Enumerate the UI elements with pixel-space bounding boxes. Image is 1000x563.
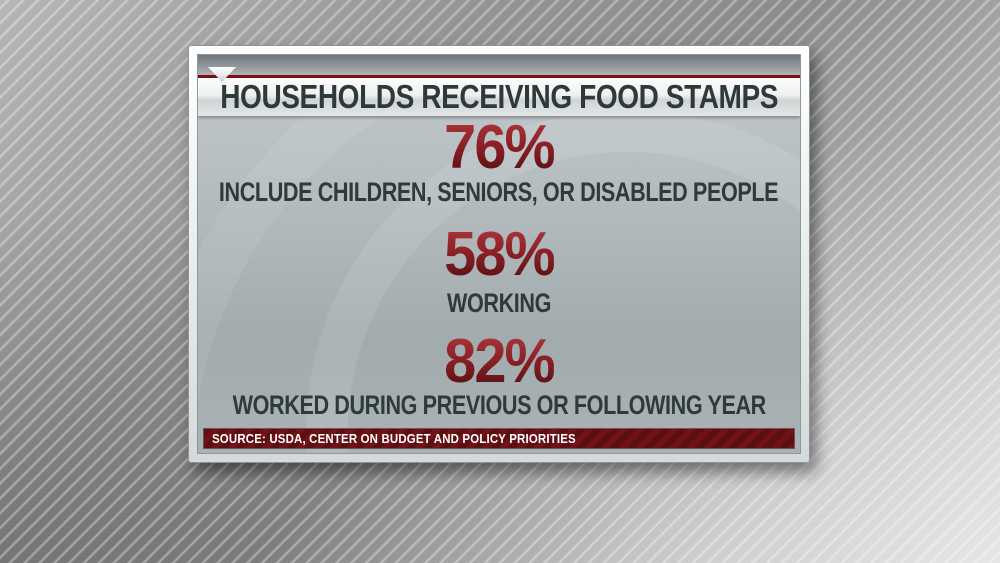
header-top-band <box>198 55 800 75</box>
stat-label-text: WORKING <box>446 288 551 318</box>
stat-label-text: INCLUDE CHILDREN, SENIORS, OR DISABLED P… <box>219 177 779 207</box>
stat-value: 76% <box>440 113 558 182</box>
stat-value: 58% <box>440 220 558 289</box>
infographic-panel: HOUSEHOLDS RECEIVING FOOD STAMPS 76% INC… <box>188 45 810 463</box>
stats-list: 76% INCLUDE CHILDREN, SENIORS, OR DISABL… <box>198 116 800 419</box>
title-band: HOUSEHOLDS RECEIVING FOOD STAMPS <box>198 78 800 116</box>
panel-body: HOUSEHOLDS RECEIVING FOOD STAMPS 76% INC… <box>197 54 801 454</box>
stat-value-text: 82% <box>444 327 556 396</box>
stat-label: WORKING <box>434 290 564 317</box>
source-attribution: SOURCE: USDA, CENTER ON BUDGET AND POLIC… <box>212 431 576 446</box>
stat-label-text: WORKED DURING PREVIOUS OR FOLLOWING YEAR <box>232 390 766 420</box>
header-red-line <box>198 75 800 78</box>
stat-value-text: 58% <box>444 220 556 289</box>
stat-value-text: 76% <box>444 113 556 182</box>
panel-header: HOUSEHOLDS RECEIVING FOOD STAMPS <box>198 55 800 116</box>
source-bar: SOURCE: USDA, CENTER ON BUDGET AND POLIC… <box>204 429 794 448</box>
page-title: HOUSEHOLDS RECEIVING FOOD STAMPS <box>220 78 778 115</box>
stat-value: 82% <box>440 327 558 396</box>
stat-label: WORKED DURING PREVIOUS OR FOLLOWING YEAR <box>198 390 800 420</box>
stat-label: INCLUDE CHILDREN, SENIORS, OR DISABLED P… <box>198 177 800 207</box>
